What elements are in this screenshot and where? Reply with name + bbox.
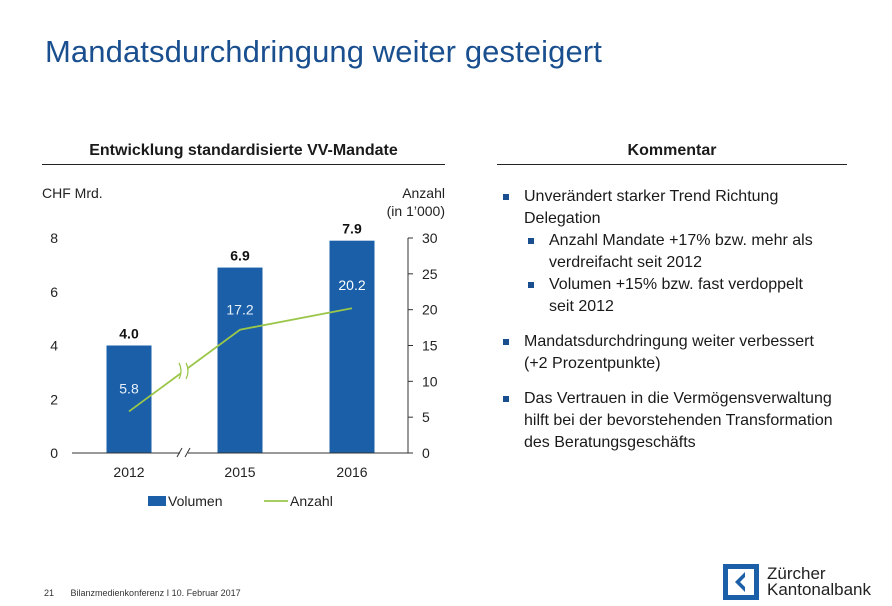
comment-line: hilft bei der bevorstehenden Transformat… — [524, 412, 833, 429]
comment-bullet: Das Vertrauen in die Vermögensverwaltung… — [500, 388, 870, 454]
comment-list: Unverändert starker Trend Richtung Delega… — [500, 186, 870, 454]
bar-volumen-2015 — [217, 267, 263, 453]
comment-line: seit 2012 — [549, 298, 614, 315]
bar-volumen-2012 — [106, 345, 152, 453]
axis-break-gap — [180, 450, 188, 456]
y-right-tick-label: 20 — [422, 302, 438, 318]
comment-line: Anzahl Mandate +17% bzw. mehr als — [549, 232, 813, 249]
y-right-tick-label: 15 — [422, 338, 438, 354]
bar-value-label: 7.9 — [342, 221, 362, 237]
line-break-gap — [181, 361, 187, 380]
x-tick-label: 2015 — [224, 464, 255, 480]
comment-line: (+2 Prozentpunkte) — [524, 355, 661, 372]
logo-mark-icon — [723, 564, 759, 600]
x-tick-label: 2016 — [336, 464, 367, 480]
bar-volumen-2016 — [329, 240, 375, 453]
comment-line: Das Vertrauen in die Vermögensverwaltung — [524, 390, 832, 407]
bullet-square-icon — [503, 396, 509, 402]
y-left-tick-label: 4 — [50, 338, 58, 354]
footer-text: Bilanzmedienkonferenz I 10. Februar 2017 — [70, 588, 241, 598]
bullet-square-icon — [528, 238, 534, 244]
page-number: 21 — [44, 588, 55, 598]
comment-bullet: Mandatsdurchdringung weiter verbessert (+… — [500, 331, 870, 375]
y-right-tick-label: 25 — [422, 266, 438, 282]
comment-section-header: Kommentar — [497, 142, 847, 165]
line-value-label: 5.8 — [119, 380, 139, 396]
y-right-axis-label: Anzahl — [402, 185, 445, 201]
bullet-square-icon — [503, 339, 509, 345]
legend-volumen-swatch — [148, 496, 166, 506]
footer: 21 Bilanzmedienkonferenz I 10. Februar 2… — [44, 588, 241, 598]
bar-value-label: 4.0 — [119, 326, 139, 342]
bullet-square-icon — [528, 282, 534, 288]
y-right-tick-label: 5 — [422, 409, 430, 425]
y-right-tick-label: 10 — [422, 373, 438, 389]
y-left-tick-label: 6 — [50, 284, 58, 300]
comment-sub-bullet: Anzahl Mandate +17% bzw. mehr als verdrei… — [500, 230, 870, 274]
y-left-axis-label: CHF Mrd. — [42, 185, 103, 201]
comment-bullet: Unverändert starker Trend Richtung Delega… — [500, 186, 870, 230]
bar-value-label: 6.9 — [230, 248, 250, 264]
bank-logo: Zürcher Kantonalbank — [723, 564, 871, 600]
y-left-tick-label: 8 — [50, 230, 58, 246]
comment-line: Delegation — [524, 210, 601, 227]
line-break-mark-icon — [185, 362, 189, 380]
line-value-label: 17.2 — [226, 302, 253, 318]
axis-break-mark-icon — [184, 447, 191, 458]
y-right-tick-label: 0 — [422, 445, 430, 461]
comment-line: Volumen +15% bzw. fast verdoppelt — [549, 276, 803, 293]
y-right-axis-label: (in 1’000) — [387, 203, 445, 219]
line-break-mark-icon — [178, 362, 182, 380]
comment-line: verdreifacht seit 2012 — [549, 254, 702, 271]
line-anzahl — [128, 307, 353, 413]
page-title: Mandatsdurchdringung weiter gesteigert — [45, 34, 602, 69]
legend-volumen-label: Volumen — [168, 493, 222, 509]
logo-text-line2: Kantonalbank — [767, 580, 871, 599]
logo-text-line1: Zürcher — [767, 564, 826, 583]
bullet-square-icon — [503, 194, 509, 200]
legend-anzahl-label: Anzahl — [290, 493, 333, 509]
x-tick-label: 2012 — [113, 464, 144, 480]
comment-line: Unverändert starker Trend Richtung — [524, 188, 779, 205]
line-value-label: 20.2 — [338, 277, 365, 293]
comment-sub-bullet: Volumen +15% bzw. fast verdoppelt seit 20… — [500, 274, 870, 318]
y-left-tick-label: 2 — [50, 391, 58, 407]
y-left-tick-label: 0 — [50, 445, 58, 461]
axis-break-mark-icon — [176, 447, 183, 458]
comment-line: Mandatsdurchdringung weiter verbessert — [524, 333, 814, 350]
y-right-tick-label: 30 — [422, 230, 438, 246]
comment-line: des Beratungsgeschäfts — [524, 434, 696, 451]
chart-section-header: Entwicklung standardisierte VV-Mandate — [42, 142, 445, 165]
